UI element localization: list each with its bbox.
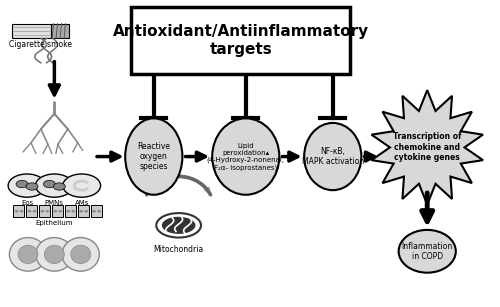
Text: Reactive
oxygen
species: Reactive oxygen species: [138, 142, 170, 171]
Circle shape: [63, 174, 100, 197]
Bar: [39, 205, 50, 217]
Ellipse shape: [398, 230, 456, 273]
Circle shape: [14, 210, 18, 212]
Circle shape: [54, 210, 58, 212]
Circle shape: [20, 210, 24, 212]
Circle shape: [26, 183, 38, 190]
Circle shape: [58, 210, 62, 212]
Ellipse shape: [36, 238, 73, 271]
Circle shape: [32, 210, 36, 212]
Text: Cigarette smoke: Cigarette smoke: [9, 40, 72, 49]
Bar: [13, 205, 24, 217]
Text: Eos: Eos: [21, 200, 33, 206]
Text: PMNs: PMNs: [45, 200, 64, 206]
Ellipse shape: [62, 238, 100, 271]
Ellipse shape: [44, 245, 64, 263]
Text: Inflammation
in COPD: Inflammation in COPD: [402, 242, 453, 261]
Polygon shape: [372, 90, 483, 205]
Ellipse shape: [10, 238, 46, 271]
Ellipse shape: [156, 213, 201, 238]
Ellipse shape: [18, 245, 38, 263]
Circle shape: [8, 174, 46, 197]
Ellipse shape: [304, 123, 362, 190]
Circle shape: [40, 210, 44, 212]
Ellipse shape: [212, 119, 280, 195]
Circle shape: [16, 181, 28, 188]
Circle shape: [84, 210, 88, 212]
Ellipse shape: [125, 119, 182, 195]
Text: NF-κB,
MAPK activation: NF-κB, MAPK activation: [302, 147, 364, 166]
Circle shape: [92, 210, 96, 212]
Circle shape: [97, 210, 101, 212]
Circle shape: [79, 210, 83, 212]
Circle shape: [72, 210, 75, 212]
Bar: [12, 24, 51, 38]
Bar: [26, 205, 37, 217]
Text: Mitochondria: Mitochondria: [154, 245, 204, 254]
Text: AMs: AMs: [74, 200, 89, 206]
FancyBboxPatch shape: [132, 7, 350, 74]
Circle shape: [36, 174, 74, 197]
Circle shape: [44, 181, 56, 188]
Ellipse shape: [162, 217, 196, 234]
Circle shape: [46, 210, 50, 212]
Text: Transcription of
chemokine and
cytokine genes: Transcription of chemokine and cytokine …: [393, 133, 462, 162]
Text: Epithelium: Epithelium: [36, 220, 73, 226]
Circle shape: [66, 210, 70, 212]
Ellipse shape: [71, 245, 90, 263]
Bar: [51, 24, 70, 38]
Bar: [65, 205, 76, 217]
Bar: [52, 205, 63, 217]
Text: Antioxidant/Antiinflammatory
targets: Antioxidant/Antiinflammatory targets: [112, 24, 369, 56]
Bar: [78, 205, 88, 217]
Bar: [90, 205, 102, 217]
Text: Lipid
peroxidation▴
(4-Hydroxy-2-nonenal,
F₂α- isoprostanes): Lipid peroxidation▴ (4-Hydroxy-2-nonenal…: [206, 142, 285, 171]
Circle shape: [54, 183, 66, 190]
Circle shape: [28, 210, 32, 212]
